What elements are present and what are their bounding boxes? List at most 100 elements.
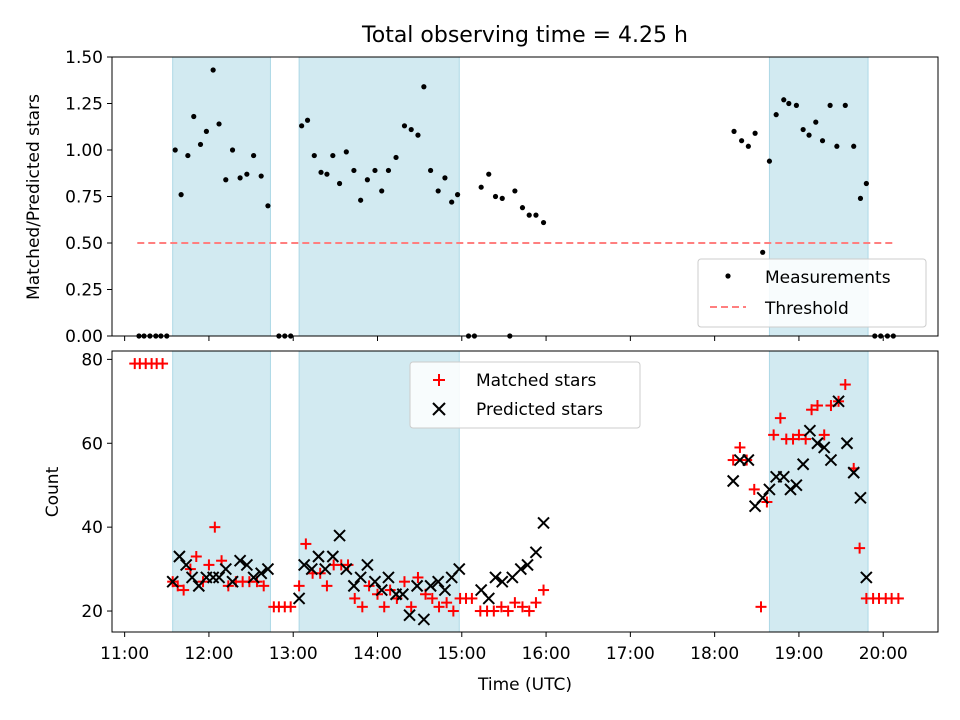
predicted-stars-point-10: [233, 554, 247, 567]
matched-stars-point-63: [741, 454, 753, 466]
predicted-stars-point-17: [305, 562, 318, 576]
measurements-point-25: [304, 117, 311, 123]
x-tick-label-4: 15:00: [437, 644, 486, 664]
measurements-point-78: [857, 195, 864, 201]
measurements-point-59: [540, 219, 547, 226]
matched-stars-point-74: [811, 400, 823, 412]
predicted-stars-point-56: [784, 483, 797, 496]
predicted-stars-point-44: [514, 562, 527, 576]
measurements-point-43: [428, 167, 434, 174]
predicted-stars-point-64: [840, 437, 854, 450]
legend-predicted-marker: [432, 402, 446, 416]
measurements-point-58: [533, 212, 539, 218]
x-tick-label-1: 12:00: [184, 644, 233, 664]
matched-stars-point-50: [466, 592, 478, 604]
predicted-stars-point-59: [803, 424, 817, 437]
measurements-point-45: [442, 175, 448, 181]
matched-stars-point-67: [768, 429, 780, 441]
y-tick-label-0-5: 1.25: [65, 95, 103, 115]
x-tick-label-3: 14:00: [353, 644, 402, 664]
matched-stars-point-33: [349, 592, 361, 604]
y-tick-label-0-4: 1.00: [65, 141, 103, 161]
predicted-stars-point-14: [261, 562, 275, 576]
measurements-point-33: [358, 197, 364, 203]
predicted-stars-point-60: [811, 437, 824, 450]
matched-stars-point-10: [190, 551, 202, 563]
measurements-point-52: [492, 193, 499, 200]
matched-stars-point-56: [509, 597, 521, 609]
measurements-point-64: [760, 249, 766, 255]
measurements-point-75: [834, 143, 840, 149]
measurements-point-70: [800, 126, 806, 133]
measurements-point-36: [379, 188, 385, 194]
measurements-point-66: [773, 112, 779, 118]
chart-title: Total observing time = 4.25 h: [361, 23, 688, 48]
ratio-panel-ylabel: Matched/Predicted stars: [24, 94, 44, 300]
measurements-point-44: [435, 188, 441, 194]
x-tick-label-7: 18:00: [690, 644, 739, 664]
measurements-point-47: [454, 192, 461, 198]
measurements-point-15: [229, 147, 236, 153]
measurements-point-32: [351, 167, 357, 174]
predicted-stars-point-40: [482, 592, 495, 605]
y-tick-label-1-1: 40: [81, 518, 103, 538]
predicted-stars-point-45: [521, 558, 534, 572]
matched-stars-point-55: [502, 605, 514, 617]
measurements-point-27: [318, 169, 324, 175]
measurements-point-50: [478, 184, 484, 190]
y-tick-label-1-2: 60: [81, 434, 103, 454]
predicted-stars-point-58: [796, 458, 810, 471]
measurements-point-34: [364, 177, 370, 183]
matched-stars-point-35: [363, 580, 375, 592]
measurements-point-24: [299, 123, 305, 129]
measurements-point-46: [449, 199, 455, 205]
measurements-point-29: [330, 152, 336, 159]
y-tick-label-0-1: 0.25: [65, 281, 103, 301]
predicted-stars-point-3: [185, 571, 199, 584]
matched-stars-point-64: [748, 483, 760, 495]
measurements-point-51: [486, 171, 492, 177]
measurements-point-68: [786, 100, 792, 107]
matched-stars-point-80: [854, 542, 866, 554]
predicted-stars-point-48: [726, 474, 740, 488]
predicted-stars-point-12: [247, 571, 260, 584]
x-tick-label-5: 16:00: [522, 644, 571, 664]
legend-measurements-label: Measurements: [765, 268, 891, 288]
legend-measurements-marker: [725, 273, 731, 279]
measurements-point-53: [499, 195, 505, 201]
measurements-point-65: [766, 158, 773, 164]
matched-stars-point-86: [892, 592, 904, 604]
predicted-stars-point-30: [396, 588, 409, 601]
matched-stars-point-42: [412, 571, 424, 583]
measurements-point-6: [172, 147, 178, 153]
y-tick-label-1-0: 20: [81, 602, 103, 622]
predicted-stars-point-53: [763, 483, 776, 496]
predicted-stars-point-0: [166, 575, 179, 588]
predicted-stars-point-67: [860, 571, 873, 584]
measurements-point-60: [731, 128, 737, 134]
matched-stars-point-54: [495, 601, 507, 613]
predicted-stars-point-36: [438, 583, 452, 597]
ratio-legend: Measurements Threshold: [697, 258, 927, 328]
measurements-point-16: [237, 175, 243, 181]
measurements-point-18: [251, 152, 257, 159]
matched-stars-point-61: [727, 454, 739, 466]
legend-predicted-label: Predicted stars: [476, 400, 603, 420]
measurements-point-9: [191, 113, 197, 120]
predicted-stars-point-2: [179, 558, 193, 572]
y-tick-label-0-2: 0.50: [65, 234, 103, 254]
measurements-point-69: [793, 102, 800, 108]
y-tick-label-0-0: 0.00: [65, 327, 103, 347]
measurements-point-76: [842, 102, 848, 108]
matched-stars-point-59: [530, 597, 542, 609]
x-tick-label-9: 20:00: [859, 644, 908, 664]
measurements-point-61: [739, 138, 745, 144]
predicted-stars-point-16: [297, 558, 311, 572]
measurements-point-73: [819, 138, 826, 144]
measurements-point-17: [244, 171, 250, 177]
matched-stars-point-37: [378, 601, 390, 613]
matched-stars-point-71: [793, 429, 805, 441]
x-axis-label: Time (UTC): [477, 675, 572, 695]
ratio-panel: 0.00 0.25 0.50 0.75 1.00 1.25 1.50 Matched/Pre…: [24, 48, 939, 347]
